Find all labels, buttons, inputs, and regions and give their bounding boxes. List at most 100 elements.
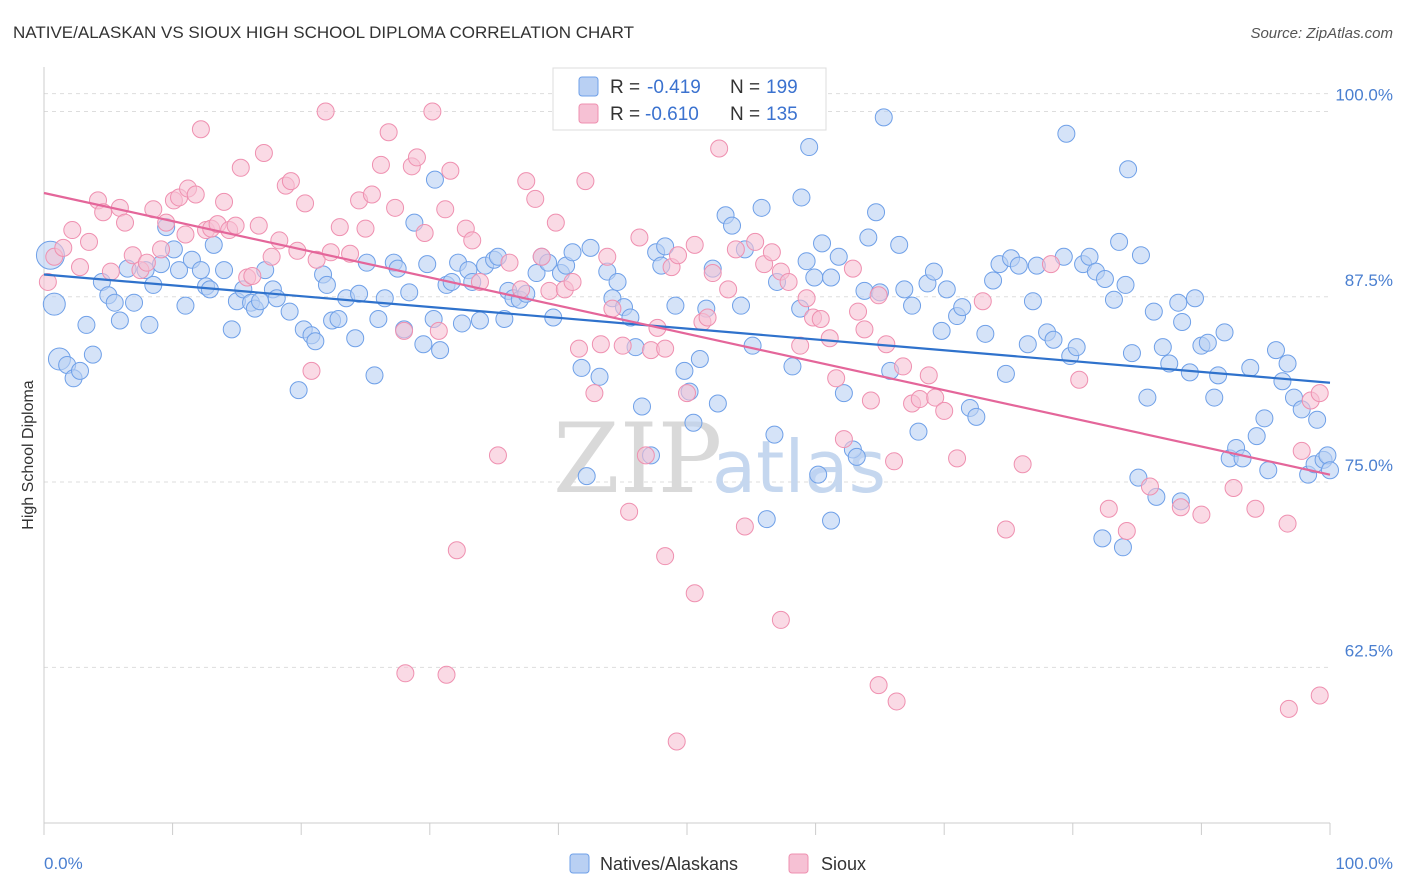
- point-natives-112: [752, 198, 771, 217]
- point-sioux-71: [546, 213, 565, 232]
- point-sioux-107: [820, 329, 839, 348]
- point-sioux-7: [94, 203, 113, 222]
- point-natives-162: [1116, 275, 1135, 294]
- point-natives-199: [874, 108, 893, 127]
- point-sioux-74: [569, 339, 588, 358]
- point-natives-201: [1057, 124, 1076, 143]
- point-natives-111: [743, 336, 762, 355]
- point-sioux-112: [855, 320, 874, 339]
- point-sioux-44: [330, 218, 349, 237]
- point-natives-85: [577, 467, 596, 486]
- point-natives-43: [317, 275, 336, 294]
- legend-n-label-natives: N =: [730, 77, 760, 98]
- point-natives-27: [215, 261, 234, 280]
- point-sioux-51: [386, 198, 405, 217]
- point-natives-23: [191, 261, 210, 280]
- point-natives-139: [953, 298, 972, 317]
- watermark: ZIP atlas: [553, 403, 886, 515]
- legend-r-value-sioux: -0.610: [645, 104, 699, 125]
- point-natives-169: [1169, 293, 1188, 312]
- point-natives-121: [822, 268, 841, 287]
- point-natives-100: [675, 361, 694, 380]
- point-sioux-3: [63, 221, 82, 240]
- point-natives-202: [1119, 160, 1138, 179]
- point-sioux-102: [779, 272, 798, 291]
- point-natives-164: [1131, 246, 1150, 265]
- point-sioux-37: [281, 172, 300, 191]
- point-natives-77: [527, 264, 546, 283]
- point-natives-10: [105, 293, 124, 312]
- point-natives-5: [71, 361, 90, 380]
- point-natives-33: [251, 292, 270, 311]
- point-sioux-43: [321, 243, 340, 262]
- point-sioux-123: [948, 449, 967, 468]
- point-sioux-52: [395, 321, 414, 340]
- point-sioux-31: [243, 267, 262, 286]
- point-sioux-92: [698, 308, 717, 327]
- point-natives-13: [125, 293, 144, 312]
- point-sioux-148: [685, 584, 704, 603]
- point-natives-176: [1209, 366, 1228, 385]
- point-sioux-109: [834, 430, 853, 449]
- point-natives-58: [414, 335, 433, 354]
- point-natives-102: [684, 413, 703, 432]
- point-sioux-79: [603, 299, 622, 318]
- point-sioux-131: [1140, 477, 1159, 496]
- y-tick-labels: 62.5% 75.0% 87.5% 100.0%: [1335, 85, 1393, 660]
- legend-r-label-natives: R =: [610, 77, 640, 98]
- point-sioux-8: [101, 262, 120, 281]
- y-tick-label-1: 75.0%: [1345, 456, 1393, 475]
- point-natives-155: [1067, 338, 1086, 357]
- point-sioux-60: [447, 541, 466, 560]
- point-sioux-47: [356, 219, 375, 238]
- x-tick-label-0: 0.0%: [44, 854, 83, 873]
- point-natives-192: [1308, 410, 1327, 429]
- bottom-legend-swatch-sioux: [788, 853, 809, 874]
- point-sioux-34: [262, 247, 281, 266]
- point-natives-184: [1259, 461, 1278, 480]
- point-sioux-95: [719, 280, 738, 299]
- point-natives-119: [805, 268, 824, 287]
- point-natives-50: [365, 366, 384, 385]
- point-natives-149: [1023, 292, 1042, 311]
- point-natives-167: [1153, 338, 1172, 357]
- point-natives-132: [903, 296, 922, 315]
- point-natives-159: [1095, 269, 1114, 288]
- point-sioux-68: [526, 189, 545, 208]
- point-sioux-63: [470, 272, 489, 291]
- point-natives-170: [1173, 312, 1192, 331]
- legend-n-value-sioux: 135: [766, 104, 798, 125]
- point-natives-120: [813, 234, 832, 253]
- point-natives-152: [1044, 330, 1063, 349]
- point-sioux-48: [362, 185, 381, 204]
- point-sioux-19: [176, 225, 195, 244]
- point-sioux-39: [296, 194, 315, 213]
- gridlines: [44, 93, 1330, 668]
- point-natives-65: [452, 314, 471, 333]
- point-sioux-125: [996, 520, 1015, 539]
- point-sioux-146: [1310, 686, 1329, 705]
- point-natives-143: [984, 271, 1003, 290]
- point-sioux-106: [811, 310, 830, 328]
- point-sioux-26: [215, 192, 234, 211]
- point-natives-161: [1110, 232, 1129, 251]
- point-sioux-104: [797, 289, 816, 308]
- point-natives-197: [822, 511, 841, 530]
- legend-r-label-sioux: R =: [610, 104, 640, 125]
- legend-bottom: Natives/Alaskans Sioux: [569, 853, 866, 874]
- point-natives-165: [1138, 388, 1157, 407]
- point-sioux-70: [540, 281, 559, 300]
- point-natives-56: [400, 283, 419, 302]
- point-sioux-29: [231, 158, 250, 177]
- point-sioux-122: [935, 401, 954, 420]
- point-sioux-28: [226, 216, 245, 235]
- point-sioux-128: [1070, 370, 1089, 389]
- point-natives-109: [732, 296, 751, 315]
- point-natives-36: [267, 289, 286, 308]
- point-natives-106: [708, 394, 727, 413]
- legend-swatch-sioux: [578, 103, 599, 124]
- point-natives-108: [723, 216, 742, 235]
- point-sioux-40: [302, 361, 321, 380]
- point-sioux-21: [186, 185, 205, 204]
